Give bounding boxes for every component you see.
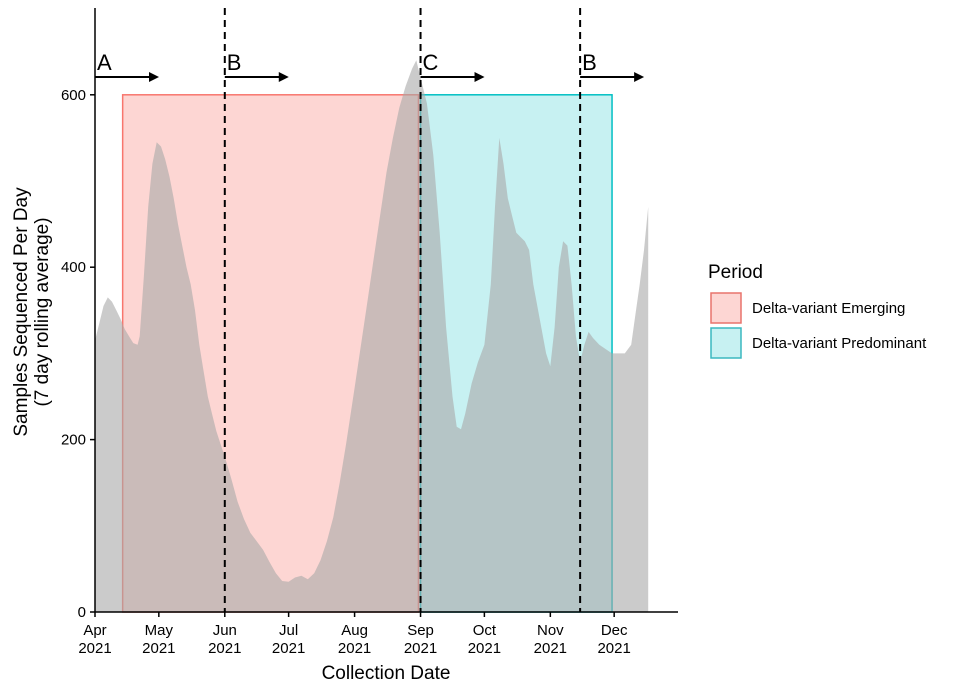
y-tick-label: 0 <box>78 604 86 621</box>
x-tick-label-month: Aug <box>341 622 368 639</box>
phase-arrowhead-1 <box>149 72 159 82</box>
x-tick-label-year: 2021 <box>142 640 175 657</box>
phase-label-4: B <box>582 50 597 75</box>
x-tick-label-month: Nov <box>537 622 564 639</box>
x-tick-label-month: Dec <box>601 622 628 639</box>
x-axis-title: Collection Date <box>322 663 451 684</box>
phase-arrowhead-3 <box>474 72 485 82</box>
x-tick-label-year: 2021 <box>338 640 371 657</box>
legend: Period Delta-variant Emerging Delta-vari… <box>708 262 927 359</box>
x-tick-label-month: Sep <box>407 622 434 639</box>
x-tick-label-month: Jul <box>279 622 298 639</box>
x-tick-label-year: 2021 <box>78 640 111 657</box>
x-tick-label-month: Apr <box>83 622 106 639</box>
y-axis-title-line-1: Samples Sequenced Per Day <box>11 187 32 437</box>
phase-label-3: C <box>423 50 439 75</box>
legend-key-emerging <box>710 292 742 324</box>
x-tick-label-year: 2021 <box>468 640 501 657</box>
phase-arrowhead-2 <box>278 72 289 82</box>
x-ticks: Apr2021May2021Jun2021Jul2021Aug2021Sep20… <box>78 612 631 657</box>
phase-label-2: B <box>227 50 242 75</box>
legend-key-predominant <box>710 327 742 359</box>
y-axis-title-line-2: (7 day rolling average) <box>32 217 53 406</box>
phase-label-1: A <box>97 50 112 75</box>
x-tick-label-month: May <box>145 622 174 639</box>
x-tick-label-month: Oct <box>473 622 497 639</box>
legend-label-predominant: Delta-variant Predominant <box>752 335 927 352</box>
x-tick-label-year: 2021 <box>208 640 241 657</box>
samples-area <box>95 60 649 613</box>
y-tick-label: 200 <box>61 432 86 449</box>
x-tick-label-year: 2021 <box>534 640 567 657</box>
y-ticks: 0 200 400 600 <box>61 87 95 621</box>
legend-title: Period <box>708 262 763 283</box>
y-tick-label: 400 <box>61 259 86 276</box>
x-tick-label-year: 2021 <box>404 640 437 657</box>
y-axis-title: Samples Sequenced Per Day (7 day rolling… <box>11 187 53 437</box>
legend-label-emerging: Delta-variant Emerging <box>752 300 905 317</box>
x-tick-label-year: 2021 <box>597 640 630 657</box>
y-tick-label: 600 <box>61 87 86 104</box>
x-tick-label-month: Jun <box>213 622 237 639</box>
x-tick-label-year: 2021 <box>272 640 305 657</box>
samples-per-day-area <box>95 60 649 613</box>
axes <box>94 8 678 613</box>
phase-arrowhead-4 <box>634 72 645 82</box>
